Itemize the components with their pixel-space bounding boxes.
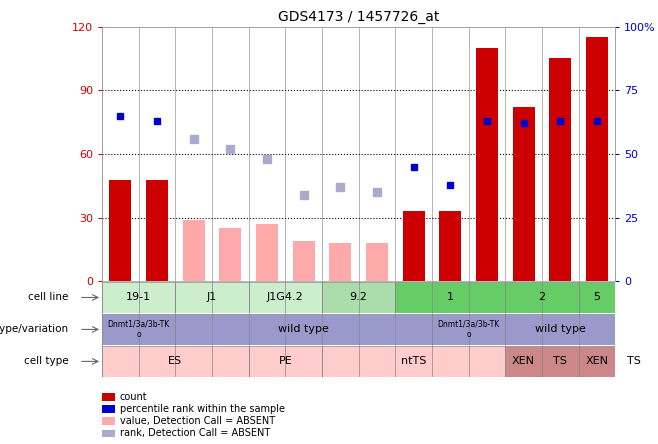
Text: count: count	[120, 392, 147, 402]
Bar	[505, 282, 578, 313]
Bar	[432, 314, 505, 345]
Text: ntTS: ntTS	[401, 357, 426, 366]
Bar	[183, 220, 205, 281]
Bar	[256, 224, 278, 281]
Title: GDS4173 / 1457726_at: GDS4173 / 1457726_at	[278, 10, 440, 24]
Bar	[102, 405, 114, 413]
Text: 2: 2	[538, 293, 545, 302]
Bar	[146, 179, 168, 281]
Text: J1G4.2: J1G4.2	[267, 293, 303, 302]
Text: wild type: wild type	[278, 325, 329, 334]
Text: Dnmt1/3a/3b-TK
o: Dnmt1/3a/3b-TK o	[107, 320, 170, 339]
Text: cell type: cell type	[24, 357, 68, 366]
Text: percentile rank within the sample: percentile rank within the sample	[120, 404, 285, 414]
Bar	[586, 37, 608, 281]
Text: wild type: wild type	[535, 325, 586, 334]
Bar	[578, 282, 615, 313]
Text: XEN: XEN	[586, 357, 609, 366]
Text: 19-1: 19-1	[126, 293, 151, 302]
Bar	[542, 346, 578, 377]
Bar	[329, 243, 351, 281]
Bar	[102, 393, 114, 401]
Bar	[615, 346, 652, 377]
Text: TS: TS	[553, 357, 567, 366]
Bar	[322, 282, 395, 313]
Text: genotype/variation: genotype/variation	[0, 325, 68, 334]
Text: ES: ES	[168, 357, 182, 366]
Bar	[102, 429, 114, 437]
Bar	[403, 211, 424, 281]
Bar	[476, 48, 498, 281]
Bar	[440, 211, 461, 281]
Text: 5: 5	[594, 293, 600, 302]
Bar	[249, 282, 322, 313]
Bar	[102, 314, 175, 345]
Bar	[102, 282, 175, 313]
Bar	[293, 241, 315, 281]
Bar	[102, 346, 249, 377]
Bar	[505, 314, 615, 345]
Bar	[102, 417, 114, 425]
Text: value, Detection Call = ABSENT: value, Detection Call = ABSENT	[120, 416, 275, 426]
Text: PE: PE	[278, 357, 292, 366]
Text: XEN: XEN	[512, 357, 535, 366]
Bar	[505, 346, 542, 377]
Text: rank, Detection Call = ABSENT: rank, Detection Call = ABSENT	[120, 428, 270, 439]
Bar	[549, 59, 571, 281]
Text: 9.2: 9.2	[349, 293, 368, 302]
Text: Dnmt1/3a/3b-TK
o: Dnmt1/3a/3b-TK o	[438, 320, 499, 339]
Bar	[395, 282, 505, 313]
Bar	[366, 243, 388, 281]
Bar	[513, 107, 534, 281]
Bar	[109, 179, 132, 281]
Text: TS: TS	[626, 357, 640, 366]
Text: J1: J1	[207, 293, 217, 302]
Bar	[322, 346, 505, 377]
Bar	[175, 282, 249, 313]
Bar	[578, 346, 615, 377]
Text: 1: 1	[447, 293, 454, 302]
Bar	[219, 228, 241, 281]
Text: cell line: cell line	[28, 293, 68, 302]
Bar	[175, 314, 432, 345]
Bar	[249, 346, 322, 377]
